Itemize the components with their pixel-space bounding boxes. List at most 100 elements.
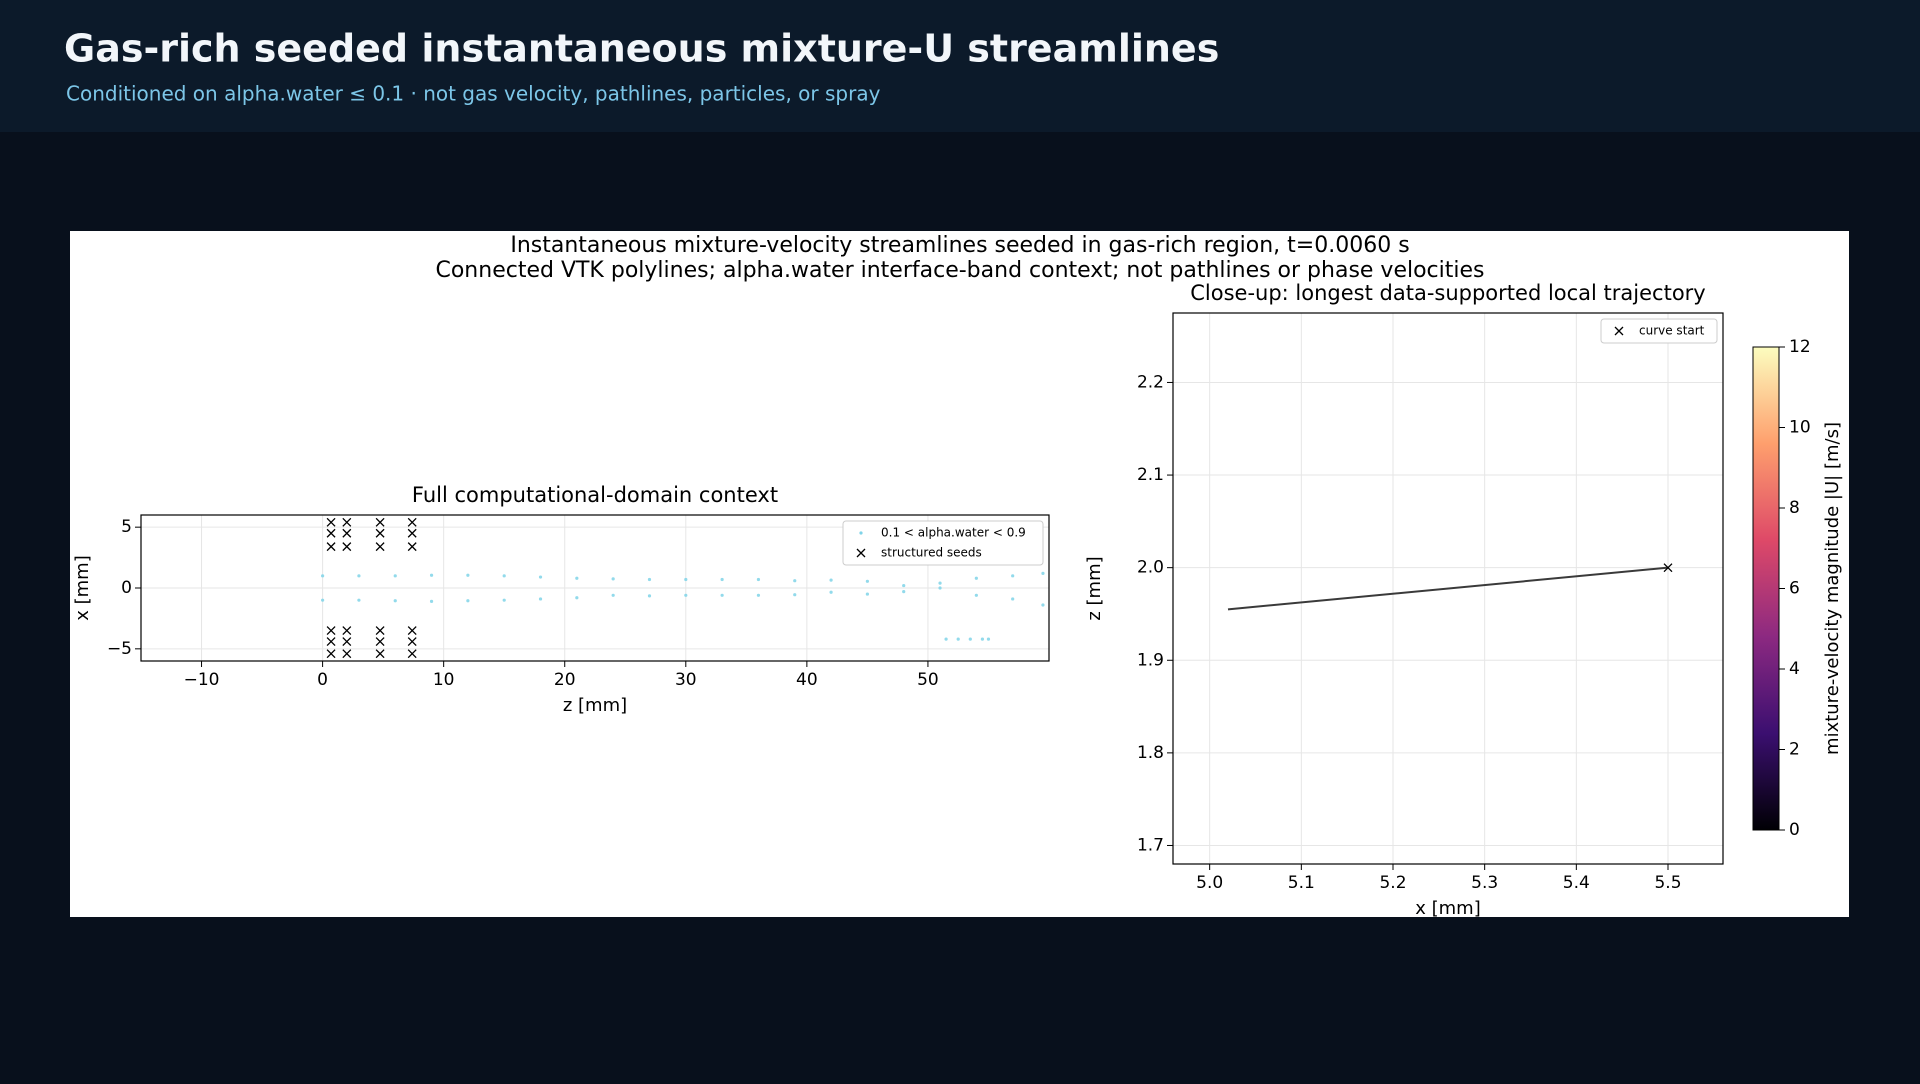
- marker: [342, 517, 352, 527]
- figure-title: Connected VTK polylines; alpha.water int…: [435, 258, 1484, 283]
- legend-swatch: [859, 531, 863, 535]
- axes-frame: [140, 514, 1050, 662]
- colorbar-label: mixture-velocity magnitude |U| [m/s]: [1822, 422, 1843, 755]
- point: [720, 593, 724, 597]
- x-tick-label: 30: [675, 670, 697, 690]
- point: [956, 637, 960, 641]
- marker: [375, 626, 385, 636]
- marker: [342, 626, 352, 636]
- point: [575, 596, 579, 600]
- y-tick-label: 0: [121, 578, 132, 598]
- point: [974, 576, 978, 580]
- marker: [326, 542, 336, 552]
- point: [902, 583, 906, 588]
- x-tick-label: 0: [317, 670, 328, 690]
- point: [793, 579, 797, 583]
- page-subtitle: Conditioned on alpha.water ≤ 0.1 · not g…: [66, 82, 881, 106]
- marker: [326, 626, 336, 636]
- x-tick-label: −10: [184, 670, 220, 690]
- point: [720, 577, 724, 582]
- point: [321, 574, 325, 578]
- x-tick-label: 5.5: [1654, 873, 1681, 893]
- colorbar-tick-label: 2: [1789, 740, 1800, 760]
- point: [829, 578, 833, 582]
- point: [756, 577, 761, 582]
- point: [1011, 597, 1015, 601]
- legend-box: [1600, 318, 1718, 344]
- x-axis-label: z [mm]: [563, 695, 627, 716]
- legend-label: structured seeds: [881, 546, 982, 560]
- marker: [342, 528, 352, 538]
- colorbar-tick-label: 8: [1789, 498, 1800, 518]
- x-tick-label: 20: [554, 670, 576, 690]
- colorbar: [1752, 346, 1780, 831]
- y-tick-label: 1.9: [1137, 650, 1164, 670]
- marker: [375, 528, 385, 538]
- figure-title: Instantaneous mixture-velocity streamlin…: [510, 233, 1409, 258]
- point: [393, 574, 397, 578]
- point: [357, 574, 361, 578]
- y-tick-label: 2.2: [1137, 372, 1164, 392]
- x-axis-label: x [mm]: [1415, 898, 1481, 919]
- point: [684, 593, 688, 597]
- point: [429, 573, 434, 577]
- marker: [342, 649, 352, 659]
- colorbar-tick-label: 10: [1789, 418, 1811, 438]
- point: [466, 599, 470, 603]
- marker: [326, 517, 336, 527]
- marker: [326, 637, 336, 646]
- x-tick-label: 5.3: [1471, 873, 1498, 893]
- axes-title: Close-up: longest data-supported local t…: [1190, 281, 1705, 305]
- legend-swatch: [1614, 326, 1624, 336]
- y-tick-label: 1.7: [1137, 835, 1164, 855]
- marker: [342, 542, 352, 552]
- x-tick-label: 40: [796, 670, 818, 690]
- colorbar-tick-label: 4: [1789, 659, 1800, 679]
- marker: [1663, 563, 1673, 573]
- marker: [407, 517, 417, 527]
- x-tick-label: 10: [433, 670, 455, 690]
- legend-box: [842, 520, 1044, 566]
- colorbar-tick-label: 12: [1789, 337, 1811, 357]
- point: [466, 573, 470, 577]
- point: [611, 577, 615, 581]
- point: [865, 579, 870, 583]
- legend-swatch: [856, 548, 866, 558]
- point: [1011, 574, 1015, 578]
- x-tick-label: 5.1: [1288, 873, 1315, 893]
- y-tick-label: −5: [107, 639, 132, 659]
- point: [647, 594, 652, 598]
- y-tick-label: 1.8: [1137, 743, 1164, 763]
- marker: [342, 637, 352, 646]
- point: [938, 586, 942, 590]
- point: [684, 577, 688, 582]
- legend-label: curve start: [1639, 324, 1705, 338]
- point: [502, 598, 506, 602]
- point: [968, 637, 972, 641]
- y-tick-label: 2.1: [1137, 465, 1164, 485]
- marker: [375, 637, 385, 646]
- header-bar: [0, 0, 1920, 132]
- y-tick-label: 5: [121, 517, 132, 537]
- point: [538, 575, 543, 579]
- marker: [375, 517, 385, 527]
- x-tick-label: 50: [917, 670, 939, 690]
- point: [502, 574, 506, 578]
- point: [611, 593, 615, 597]
- x-tick-label: 5.4: [1563, 873, 1590, 893]
- marker: [407, 542, 417, 552]
- marker: [375, 542, 385, 552]
- marker: [375, 649, 385, 659]
- colorbar-tick-label: 6: [1789, 579, 1800, 599]
- point: [393, 599, 397, 603]
- y-axis-label: x [mm]: [72, 555, 93, 621]
- axes-title: Full computational-domain context: [412, 483, 778, 507]
- y-tick-label: 2.0: [1137, 558, 1164, 578]
- marker: [407, 528, 417, 538]
- point: [575, 576, 579, 580]
- marker: [326, 528, 336, 538]
- x-tick-label: 5.0: [1196, 873, 1223, 893]
- point: [793, 593, 797, 597]
